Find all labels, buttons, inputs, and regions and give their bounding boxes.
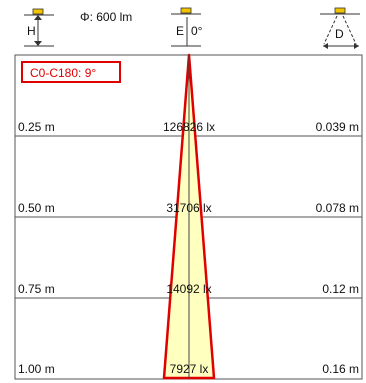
- flux-label: Φ: 600 lm: [80, 10, 132, 24]
- illuminance-icon: [171, 7, 201, 47]
- distance-label: 0.75 m: [18, 282, 55, 296]
- illuminance-value: 14092 lx: [166, 282, 211, 296]
- diameter-value: 0.078 m: [316, 201, 359, 215]
- illuminance-value: 7927 lx: [170, 362, 209, 376]
- beam-angle-badge: [21, 61, 121, 83]
- distance-label: 0.50 m: [18, 201, 55, 215]
- illuminance-value: 31706 lx: [166, 201, 211, 215]
- distance-label: 0.25 m: [18, 120, 55, 134]
- illuminance-symbol: E: [176, 24, 184, 38]
- height-icon: [24, 8, 54, 47]
- distance-label: 1.00 m: [18, 362, 55, 376]
- diameter-value: 0.039 m: [316, 120, 359, 134]
- diameter-symbol: D: [335, 27, 344, 41]
- height-symbol: H: [27, 24, 36, 38]
- diameter-value: 0.16 m: [322, 362, 359, 376]
- beam-angle-label: C0-C180: 9°: [30, 66, 96, 80]
- angle-label: 0°: [191, 24, 203, 38]
- diameter-icon: [320, 7, 360, 49]
- diameter-value: 0.12 m: [322, 282, 359, 296]
- illuminance-value: 126826 lx: [163, 120, 215, 134]
